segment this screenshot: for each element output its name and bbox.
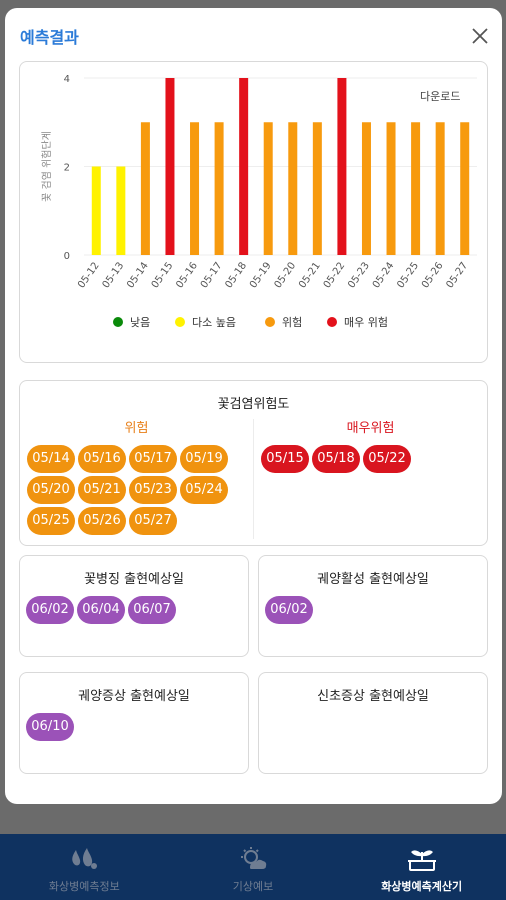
legend-label: 매우 위험 <box>344 316 388 329</box>
forecast-dates: 06/10 <box>26 713 246 741</box>
nav-item-prediction-info[interactable]: 화상병예측정보 <box>0 834 169 900</box>
y-tick-label: 2 <box>64 163 70 174</box>
legend-marker <box>265 317 275 327</box>
bar <box>116 166 126 255</box>
date-pill: 05/22 <box>363 445 411 473</box>
legend-label: 낮음 <box>130 316 150 329</box>
y-tick-label: 0 <box>64 251 70 262</box>
date-pill: 06/07 <box>128 596 176 624</box>
legend-marker <box>327 317 337 327</box>
bar <box>460 122 470 255</box>
x-tick-label: 05-22 <box>322 260 348 290</box>
y-tick-label: 4 <box>64 74 70 85</box>
close-icon[interactable] <box>470 26 490 46</box>
bar <box>263 122 273 255</box>
date-pill: 05/20 <box>27 476 75 504</box>
x-tick-label: 05-21 <box>297 260 323 290</box>
plant-calculator-icon <box>407 850 436 871</box>
nav-item-weather[interactable]: 기상예보 <box>169 834 338 900</box>
date-pill: 05/21 <box>78 476 126 504</box>
x-tick-label: 05-15 <box>150 260 176 290</box>
warning-column-title: 위험 <box>124 421 149 436</box>
bar <box>140 122 150 255</box>
bar <box>411 122 421 255</box>
forecast-card-canker-active: 궤양활성 출현예상일 06/02 <box>258 555 488 657</box>
date-pill: 06/10 <box>26 713 74 741</box>
date-pill: 06/04 <box>77 596 125 624</box>
x-tick-label: 05-14 <box>125 260 151 290</box>
forecast-card-title: 궤양활성 출현예상일 <box>317 572 429 587</box>
risk-level-card: 꽃검염위험도 위험 매우위험 05/14 05/16 05/17 05/19 05/20… <box>19 380 488 546</box>
x-tick-label: 05-25 <box>395 260 421 290</box>
legend-label: 다소 높음 <box>192 316 236 329</box>
date-pill: 05/14 <box>27 445 75 473</box>
modal-title: 예측결과 <box>20 28 79 47</box>
bar <box>190 122 200 255</box>
nav-label: 화상병예측계산기 <box>381 880 463 893</box>
column-divider <box>253 419 254 539</box>
x-tick-label: 05-26 <box>420 260 446 290</box>
x-tick-label: 05-12 <box>76 260 102 290</box>
x-tick-label: 05-27 <box>444 260 470 290</box>
forecast-card-flower-symptom: 꽃병징 출현예상일 06/02 06/04 06/07 <box>19 555 249 657</box>
bar <box>214 122 224 255</box>
bottom-nav: 화상병예측정보 기상예보 화상병예측계산기 <box>0 834 506 900</box>
date-pill: 05/16 <box>78 445 126 473</box>
forecast-card-title: 꽃병징 출현예상일 <box>84 572 184 587</box>
bar <box>435 122 445 255</box>
nav-item-calculator[interactable]: 화상병예측계산기 <box>337 834 506 900</box>
date-pill: 05/15 <box>261 445 309 473</box>
date-pill: 05/27 <box>129 507 177 535</box>
bar <box>386 122 396 255</box>
severe-dates: 05/15 05/18 05/22 <box>261 445 471 473</box>
forecast-dates: 06/02 <box>265 596 485 624</box>
risk-card-title: 꽃검염위험도 <box>217 397 290 412</box>
date-pill: 06/02 <box>26 596 74 624</box>
date-pill: 05/26 <box>78 507 126 535</box>
fire-drops-icon <box>72 848 98 869</box>
date-pill: 05/23 <box>129 476 177 504</box>
date-pill: 05/24 <box>180 476 228 504</box>
date-pill: 05/17 <box>129 445 177 473</box>
date-pill: 05/19 <box>180 445 228 473</box>
download-button[interactable]: 다운로드 <box>420 90 461 103</box>
forecast-card-title: 궤양증상 출현예상일 <box>78 689 190 704</box>
x-tick-label: 05-13 <box>101 260 127 290</box>
warning-dates: 05/14 05/16 05/17 05/19 05/20 05/21 05/23 05/24… <box>27 445 237 535</box>
bar <box>312 122 322 255</box>
x-tick-label: 05-20 <box>273 260 299 290</box>
legend-marker <box>113 317 123 327</box>
x-tick-label: 05-17 <box>199 260 225 290</box>
bar <box>91 166 101 255</box>
nav-label: 화상병예측정보 <box>48 880 120 893</box>
bar <box>337 78 347 255</box>
legend-marker <box>175 317 185 327</box>
x-tick-label: 05-18 <box>223 260 249 290</box>
legend-label: 위험 <box>282 316 302 329</box>
severe-column-title: 매우위험 <box>346 421 395 436</box>
date-pill: 05/18 <box>312 445 360 473</box>
forecast-card-title: 신초증상 출현예상일 <box>317 689 429 704</box>
forecast-dates: 06/02 06/04 06/07 <box>26 596 246 624</box>
forecast-card-canker-symptom: 궤양증상 출현예상일 06/10 <box>19 672 249 774</box>
date-pill: 05/25 <box>27 507 75 535</box>
y-axis-label: 꽃 검염 위험단계 <box>40 131 53 202</box>
bar <box>165 78 175 255</box>
x-tick-label: 05-23 <box>346 260 372 290</box>
bar <box>239 78 249 255</box>
bar <box>288 122 298 255</box>
x-tick-label: 05-19 <box>248 260 274 290</box>
x-tick-label: 05-16 <box>174 260 200 290</box>
date-pill: 06/02 <box>265 596 313 624</box>
bar <box>361 122 371 255</box>
forecast-card-shoot-symptom: 신초증상 출현예상일 <box>258 672 488 774</box>
x-tick-label: 05-24 <box>371 260 397 290</box>
weather-icon <box>241 847 267 869</box>
nav-label: 기상예보 <box>232 880 274 893</box>
